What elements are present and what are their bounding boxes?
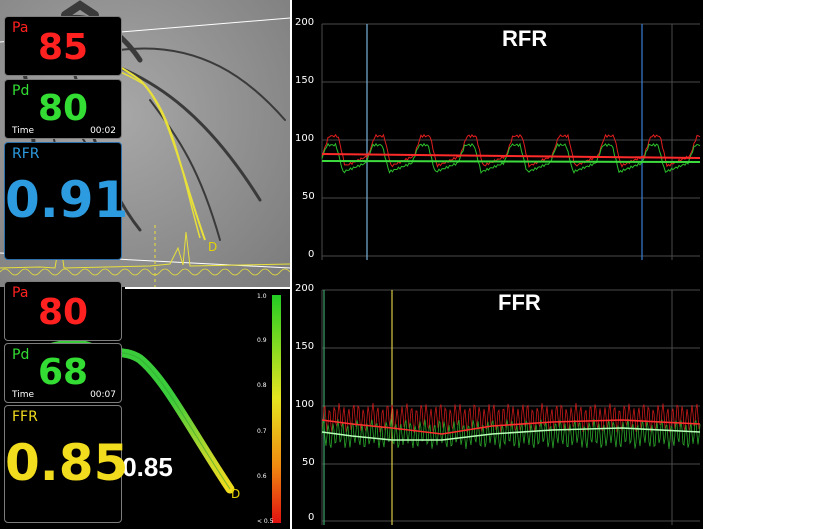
ffr-ytick: 100 [295, 399, 315, 410]
pa-value: 80 [37, 292, 89, 333]
ffr-pa-mean [321, 419, 701, 435]
pressure-trace-panel: 200 150 100 50 0 RFR 200 150 100 50 0 FF… [292, 0, 703, 529]
rfr-pa-mean [321, 153, 701, 159]
vffr-colorbar [272, 295, 281, 523]
ffr-ytick: 150 [295, 341, 315, 352]
rfr-value: 0.91 [5, 171, 129, 229]
vffr-distal-marker: D [231, 487, 241, 501]
time-value: 00:07 [90, 390, 116, 400]
colorbar-tick: 0.6 [257, 473, 267, 480]
ffr-readout: FFR 0.85 [4, 405, 129, 523]
ffr-value: 0.85 [5, 434, 129, 492]
rfr-pd-wave [321, 142, 701, 175]
ffr-label: FFR [12, 409, 38, 425]
pd-readout-rfr: Pd 80 Time 00:02 [4, 79, 122, 139]
ffr-ytick: 50 [302, 457, 315, 468]
ffr-ytick: 0 [308, 512, 315, 523]
pd-label: Pd [12, 83, 30, 99]
colorbar-tick: 1.0 [257, 293, 267, 300]
rfr-ytick: 50 [302, 191, 315, 202]
time-label: Time [12, 390, 35, 400]
pd-label: Pd [12, 347, 30, 363]
pd-value: 68 [37, 352, 89, 393]
rfr-label: RFR [12, 146, 40, 162]
rfr-pa-wave [321, 133, 701, 169]
rfr-ytick: 0 [308, 249, 315, 260]
rfr-ytick: 100 [295, 133, 315, 144]
ffr-ytick: 200 [295, 283, 315, 294]
pa-readout-ffr: Pa 80 [4, 281, 122, 341]
rfr-ytick: 150 [295, 75, 315, 86]
rfr-chart-title: RFR [502, 26, 548, 51]
colorbar-tick: 0.8 [257, 382, 267, 389]
pressure-trace-svg [321, 23, 701, 525]
pd-value: 80 [37, 88, 89, 129]
rfr-pd-mean [321, 160, 701, 163]
pd-readout-ffr: Pd 68 Time 00:07 [4, 343, 122, 403]
pa-label: Pa [12, 20, 29, 36]
colorbar-tick: < 0.5 [257, 518, 274, 525]
rfr-ytick: 200 [295, 17, 315, 28]
ffr-pd-mean [321, 427, 701, 441]
pa-value: 85 [37, 27, 89, 68]
colorbar-tick: 0.7 [257, 428, 267, 435]
time-label: Time [12, 126, 35, 136]
pa-readout-rfr: Pa 85 [4, 16, 122, 76]
time-value: 00:02 [90, 126, 116, 136]
angio-distal-marker: D [208, 240, 218, 254]
ffr-chart-title: FFR [498, 290, 541, 315]
rfr-readout: RFR 0.91 [4, 142, 129, 260]
colorbar-tick: 0.9 [257, 337, 267, 344]
pa-label: Pa [12, 285, 29, 301]
